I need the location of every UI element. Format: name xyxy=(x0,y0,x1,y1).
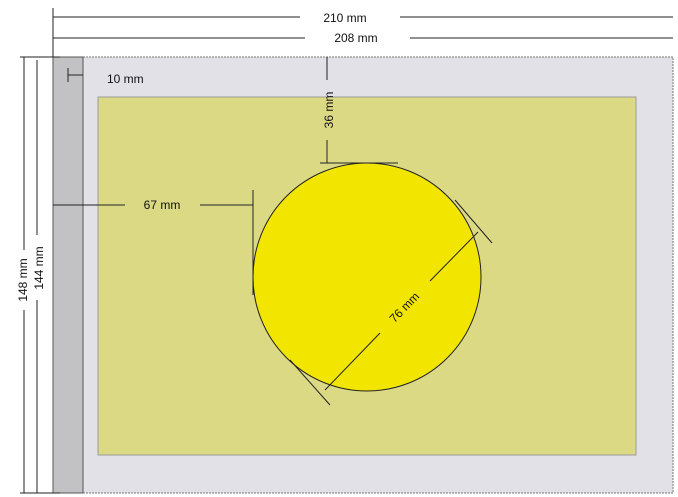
sheet-height-label: 148 mm xyxy=(16,258,30,301)
circle-top-label: 36 mm xyxy=(322,92,336,129)
sheet-width-label: 210 mm xyxy=(323,11,366,25)
dimension-lines xyxy=(20,8,673,494)
inner-width-label: 208 mm xyxy=(334,31,377,45)
circle-left-label: 67 mm xyxy=(144,198,181,212)
circle xyxy=(252,162,482,392)
margin-label: 10 mm xyxy=(107,72,144,86)
inner-height-label: 144 mm xyxy=(32,246,46,289)
binding-strip xyxy=(52,56,84,494)
